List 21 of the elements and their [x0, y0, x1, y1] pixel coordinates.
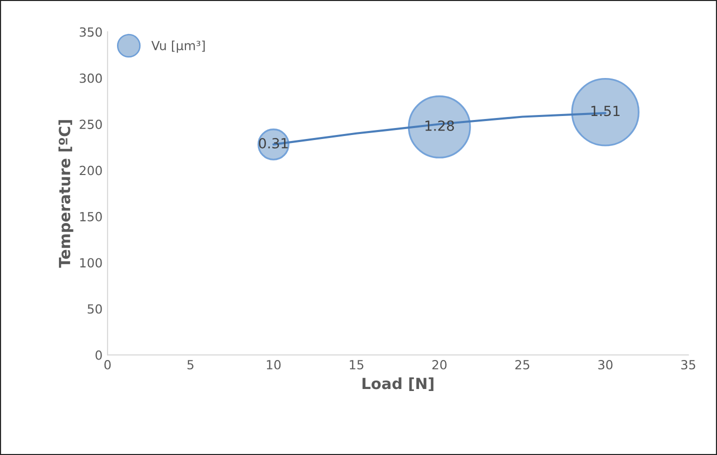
x-tick-label: 0: [104, 360, 111, 370]
y-tick-label: 250: [80, 120, 102, 130]
y-tick-label: 100: [80, 258, 102, 268]
y-tick-label: 0: [96, 350, 102, 360]
y-axis-title: Temperature [ºC]: [58, 120, 74, 268]
x-axis-title: Load [N]: [362, 377, 434, 392]
x-tick-label: 25: [515, 360, 530, 370]
x-tick-label: 20: [432, 360, 447, 370]
legend-label: Vu [µm³]: [151, 40, 205, 53]
y-tick-label: 300: [80, 73, 102, 83]
data-label: 0.31: [258, 138, 288, 148]
y-tick-label: 350: [80, 27, 102, 37]
x-tick-label: 15: [350, 360, 364, 370]
x-tick-label: 30: [598, 360, 612, 370]
x-tick-label: 35: [681, 360, 696, 370]
x-tick-label: 5: [188, 360, 194, 370]
y-tick-label: 200: [80, 166, 102, 176]
data-label: 1.51: [591, 106, 620, 116]
x-tick-label: 10: [266, 360, 281, 370]
y-tick-label: 50: [88, 304, 102, 314]
y-tick-label: 150: [80, 212, 102, 222]
